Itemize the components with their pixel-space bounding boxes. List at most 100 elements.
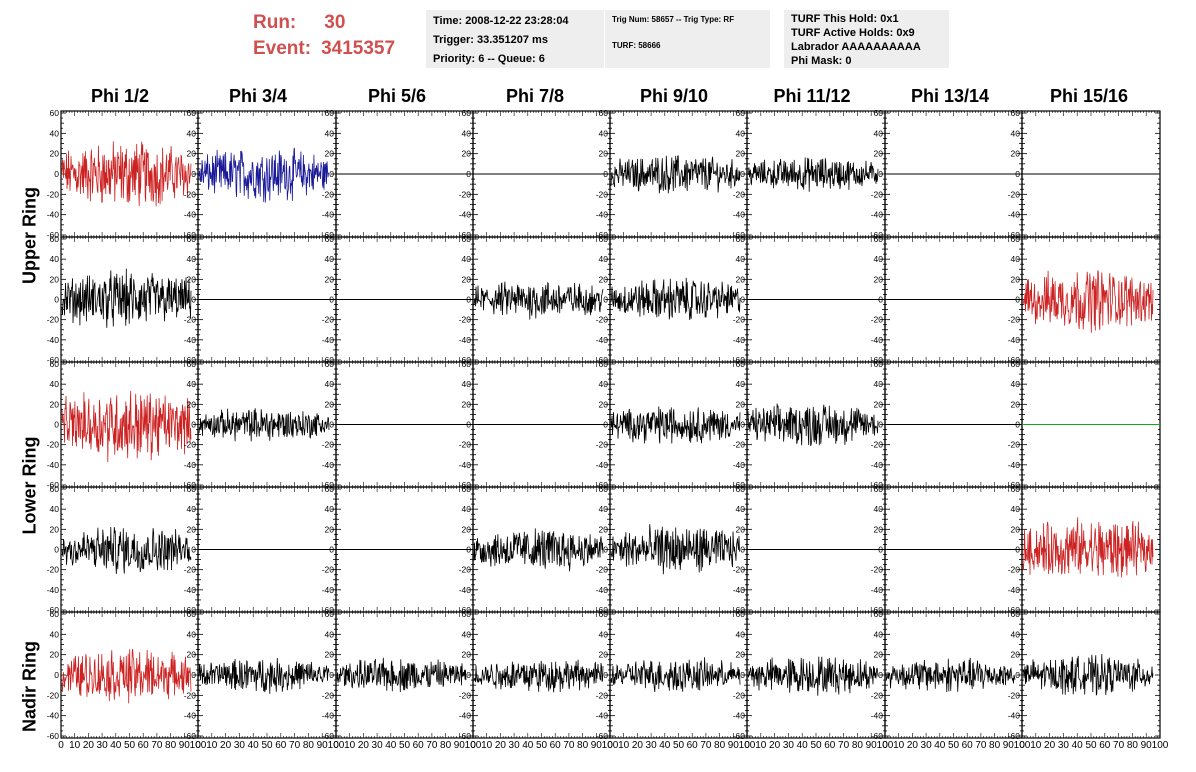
y-tick-label: 0	[191, 670, 196, 680]
x-tick-label: 50	[399, 740, 411, 751]
waveform-panel-r1-c2: 60 40 20 0 -20 -40 -60	[184, 108, 337, 240]
y-tick-label: 20	[325, 274, 335, 284]
waveform-trace	[61, 526, 192, 575]
waveform-panel-r4-c8: 60 40 20 0 -20 -40 -60	[1008, 484, 1161, 615]
y-tick-label: -60	[184, 731, 197, 741]
y-tick-label: 60	[50, 609, 60, 619]
y-tick-label: 0	[1015, 420, 1020, 430]
y-tick-label: 40	[874, 629, 884, 639]
x-tick-label: 90	[1141, 740, 1153, 751]
y-tick-label: 20	[874, 149, 884, 159]
y-tick-label: 20	[599, 650, 609, 660]
y-tick-label: 0	[329, 420, 334, 430]
phi-mask-text: Phi Mask: 0	[791, 55, 852, 67]
waveform-panel-r4-c2: 60 40 20 0 -20 -40 -60	[184, 484, 337, 615]
y-tick-label: 0	[878, 670, 883, 680]
y-tick-label: 60	[462, 484, 472, 494]
waveform-panel-r3-c8: 60 40 20 0 -20 -40 -60	[1008, 359, 1161, 490]
y-tick-label: 60	[736, 359, 746, 369]
y-tick-label: -20	[871, 565, 884, 575]
y-tick-label: -20	[733, 440, 746, 450]
y-tick-label: -40	[596, 711, 609, 721]
y-tick-label: 0	[54, 295, 59, 305]
waveform-panel-r4-c6: 60 40 20 0 -20 -40 -60	[733, 484, 886, 615]
x-tick-label: 100	[602, 740, 619, 751]
y-tick-label: -20	[459, 440, 472, 450]
y-tick-label: -60	[871, 480, 884, 490]
y-tick-label: 20	[187, 399, 197, 409]
waveform-trace	[885, 657, 1016, 693]
y-tick-label: 0	[329, 545, 334, 555]
x-tick-label: 10	[1030, 740, 1042, 751]
waveform-trace	[610, 406, 741, 444]
y-tick-label: 40	[50, 254, 60, 264]
y-tick-label: -20	[184, 565, 197, 575]
y-tick-label: 0	[878, 545, 883, 555]
x-tick-label: 50	[810, 740, 822, 751]
phi-header-1: Phi 1/2	[90, 86, 150, 106]
panel-frame	[746, 611, 886, 739]
y-tick-label: -40	[322, 711, 335, 721]
y-tick-label: 40	[736, 128, 746, 138]
x-tick-label: 100	[190, 740, 207, 751]
phi-header-4: Phi 7/8	[505, 86, 565, 106]
x-tick-label: 60	[1099, 740, 1111, 751]
y-tick-label: 20	[325, 399, 335, 409]
y-tick-label: -20	[871, 690, 884, 700]
x-tick-label: 40	[110, 740, 122, 751]
x-tick-label: 100	[328, 740, 345, 751]
y-tick-label: 0	[191, 295, 196, 305]
y-tick-label: -20	[47, 440, 60, 450]
turf-this-hold-text: TURF This Hold: 0x1	[791, 13, 899, 25]
waveform-panel-r3-c5: 60 40 20 0 -20 -40 -60	[596, 359, 748, 490]
y-tick-label: 60	[599, 234, 609, 244]
y-tick-label: 0	[740, 670, 745, 680]
waveform-panel-r2-c8: 60 40 20 0 -20 -40 -60	[1008, 234, 1161, 365]
trigger-info-box: Trig Num: 58657 -- Trig Type: RF TURF: 5…	[605, 10, 770, 68]
event-label: Event:	[253, 38, 312, 59]
y-tick-label: -60	[1008, 731, 1021, 741]
y-tick-label: -40	[184, 335, 197, 345]
waveform-panel-r5-c3: 60 40 20 0 -20 -40 -60	[322, 609, 474, 741]
waveform-trace	[61, 141, 192, 207]
y-tick-label: -40	[459, 460, 472, 470]
x-tick-label: 40	[522, 740, 534, 751]
y-tick-label: 60	[325, 234, 335, 244]
x-tick-label: 20	[220, 740, 232, 751]
x-tick-label: 10	[206, 740, 218, 751]
y-tick-label: 40	[187, 504, 197, 514]
phi-header-8: Phi 15/16	[1049, 86, 1129, 106]
y-tick-label: 0	[191, 420, 196, 430]
y-tick-label: -60	[184, 355, 197, 365]
y-tick-label: 40	[736, 254, 746, 264]
run-value: 30	[324, 12, 346, 33]
y-tick-label: 0	[603, 670, 608, 680]
y-tick-label: -40	[733, 585, 746, 595]
y-tick-label: -20	[322, 189, 335, 199]
waveform-panel-r3-c3: 60 40 20 0 -20 -40 -60	[322, 359, 474, 490]
event-value: 3415357	[321, 38, 396, 59]
y-tick-label: 0	[603, 295, 608, 305]
y-tick-label: 40	[736, 629, 746, 639]
y-tick-label: -20	[733, 189, 746, 199]
y-tick-label: -60	[459, 605, 472, 615]
phi-header-7: Phi 13/14	[910, 86, 990, 106]
labrador-text: Labrador AAAAAAAAAA	[791, 41, 921, 53]
y-tick-label: -60	[733, 230, 746, 240]
y-tick-label: -60	[733, 355, 746, 365]
x-tick-label: 70	[289, 740, 301, 751]
waveform-panel-r2-c1: 60 40 20 0 -20 -40 -60	[47, 234, 199, 365]
x-tick-label: 90	[866, 740, 878, 751]
phi-header-6: Phi 11/12	[773, 86, 851, 106]
x-tick-label: 0	[195, 740, 201, 751]
waveform-panel-r4-c3: 60 40 20 0 -20 -40 -60	[322, 484, 474, 615]
y-tick-label: 20	[874, 274, 884, 284]
y-tick-label: 40	[874, 128, 884, 138]
x-tick-label: 20	[907, 740, 919, 751]
y-tick-label: -40	[596, 585, 609, 595]
x-tick-label: 30	[372, 740, 384, 751]
y-tick-label: 40	[325, 254, 335, 264]
y-tick-label: 60	[874, 234, 884, 244]
y-tick-label: 60	[599, 609, 609, 619]
